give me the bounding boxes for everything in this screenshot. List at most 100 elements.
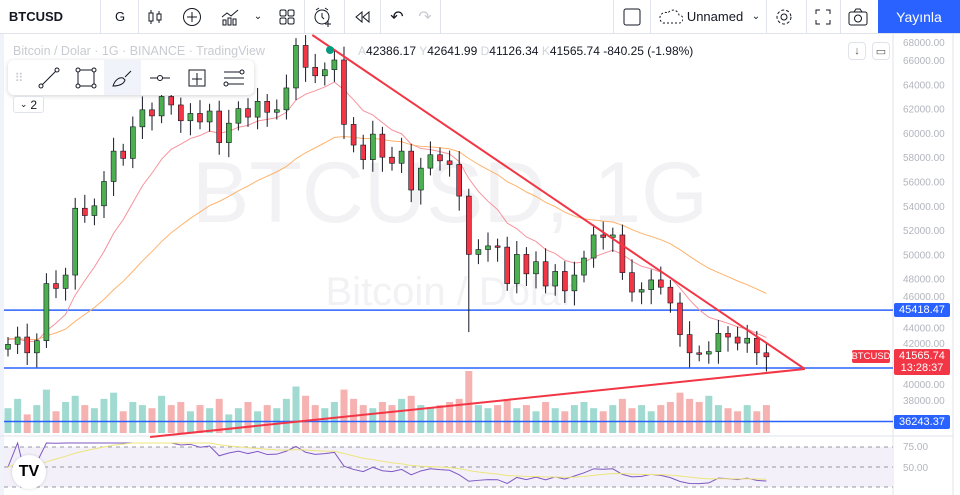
candle-body — [638, 289, 645, 293]
rsi-tick-label: 50.00 — [903, 463, 928, 474]
volume-bar — [244, 402, 252, 433]
candle-body — [696, 352, 703, 355]
candle-body — [312, 66, 319, 77]
candle-body — [350, 124, 357, 146]
indicators-button[interactable] — [216, 0, 246, 33]
undo-button[interactable]: ↶ — [386, 0, 408, 33]
layout-dropdown[interactable]: ⌄ — [748, 0, 764, 33]
candle-body — [379, 133, 386, 158]
horizontal-ray-icon[interactable] — [141, 60, 178, 95]
left-edge — [0, 34, 4, 495]
candle-body — [245, 108, 251, 118]
candle-body — [168, 96, 174, 106]
candle-body — [293, 45, 299, 89]
candle-body — [110, 150, 117, 182]
candle-body — [744, 337, 751, 344]
interval-button[interactable]: G — [114, 9, 126, 24]
select-all-button[interactable] — [618, 0, 646, 33]
y-tick-label: 68000.00 — [903, 38, 945, 49]
volume-bar — [628, 408, 636, 433]
candle-body — [465, 195, 472, 255]
volume-bar — [42, 389, 50, 433]
volume-bar — [33, 405, 41, 433]
trendline-descending-resistance — [311, 34, 806, 370]
candle-body — [139, 109, 146, 128]
candle-body — [72, 207, 78, 276]
replay-button[interactable] — [350, 0, 374, 33]
divider — [344, 0, 345, 33]
chevron-down-icon: ⌄ — [751, 11, 761, 22]
compare-symbol-button[interactable] — [178, 0, 206, 33]
symbol-price-tag: BTCUSD — [851, 350, 891, 363]
settings-button[interactable] — [771, 0, 797, 33]
redo-button[interactable]: ↷ — [414, 0, 436, 33]
candle-body — [629, 272, 635, 293]
y-tick-label: 60000.00 — [903, 129, 945, 140]
volume-bar — [542, 402, 550, 433]
tradingview-logo[interactable]: TV — [12, 455, 46, 489]
y-tick-label: 58000.00 — [903, 153, 945, 164]
candle-body — [206, 110, 213, 123]
candle-body — [331, 59, 338, 71]
volume-bar — [398, 398, 406, 433]
candle-body — [513, 254, 520, 284]
y-tick-label: 52000.00 — [903, 226, 945, 237]
candle-body — [369, 133, 376, 160]
candle-body — [753, 337, 760, 354]
y-tick-label: 64000.00 — [903, 80, 945, 91]
parallel-channel-icon[interactable] — [215, 60, 252, 95]
alert-button[interactable] — [308, 0, 338, 33]
candle-body — [158, 96, 165, 117]
layout-name-button[interactable]: Unnamed — [655, 0, 747, 33]
y-tick-label: 46000.00 — [903, 292, 945, 303]
volume-bar — [762, 405, 770, 433]
candle-body — [417, 167, 424, 191]
y-tick-label: 42000.00 — [903, 339, 945, 350]
price-range-icon[interactable] — [178, 60, 215, 95]
collapse-indicators-button[interactable]: ⌄ 2 — [13, 96, 44, 113]
brush-icon[interactable] — [104, 60, 141, 95]
add-symbol-icon — [183, 7, 201, 26]
volume-bar — [138, 405, 146, 433]
candle-body — [542, 261, 549, 287]
gear-icon — [776, 9, 792, 24]
y-tick-label: 44000.00 — [903, 323, 945, 334]
indicators-dropdown[interactable]: ⌄ — [250, 0, 266, 33]
fullscreen-button[interactable] — [810, 0, 836, 33]
candle-body — [283, 87, 290, 111]
watermark-description: Bitcoin / Dolar — [326, 270, 575, 314]
candle-body — [734, 336, 741, 344]
chevron-down-icon: ⌄ — [253, 11, 263, 22]
candle-body — [149, 109, 155, 117]
snapshot-button[interactable] — [845, 0, 871, 33]
volume-bar — [705, 395, 713, 433]
volume-bar — [378, 402, 386, 433]
divider — [304, 0, 305, 33]
maximize-pane-button[interactable]: ▭ — [872, 42, 890, 60]
volume-bar — [148, 408, 156, 433]
top-toolbar: BTCUSD G ⌄ ↶ ↷ Unnamed ⌄ Yayınla — [0, 0, 960, 34]
candle-body — [101, 181, 107, 207]
publish-button[interactable]: Yayınla — [878, 0, 960, 33]
layout-button[interactable] — [274, 0, 300, 33]
chart-type-button[interactable] — [142, 0, 168, 33]
volume-bar — [177, 402, 185, 433]
drag-handle-icon[interactable]: ⠿ — [14, 70, 24, 85]
candle-body — [82, 207, 88, 216]
candle-body — [5, 344, 11, 350]
candle-body — [24, 336, 31, 354]
rectangle-icon[interactable] — [67, 60, 104, 95]
scroll-to-latest-button[interactable]: ↓ — [848, 42, 866, 60]
volume-bar — [580, 402, 588, 433]
trend-line-icon[interactable] — [30, 60, 67, 95]
volume-bar — [100, 398, 108, 433]
rsi-tick-label: 75.00 — [903, 442, 928, 453]
y-tick-label: 50000.00 — [903, 250, 945, 261]
volume-bar — [474, 405, 482, 433]
volume-bar — [225, 414, 233, 433]
anchor-point-marker — [326, 46, 334, 54]
symbol-search-button[interactable]: BTCUSD — [8, 9, 64, 24]
candle-body — [686, 334, 693, 354]
level-lower-label: 36243.37 — [894, 415, 950, 429]
